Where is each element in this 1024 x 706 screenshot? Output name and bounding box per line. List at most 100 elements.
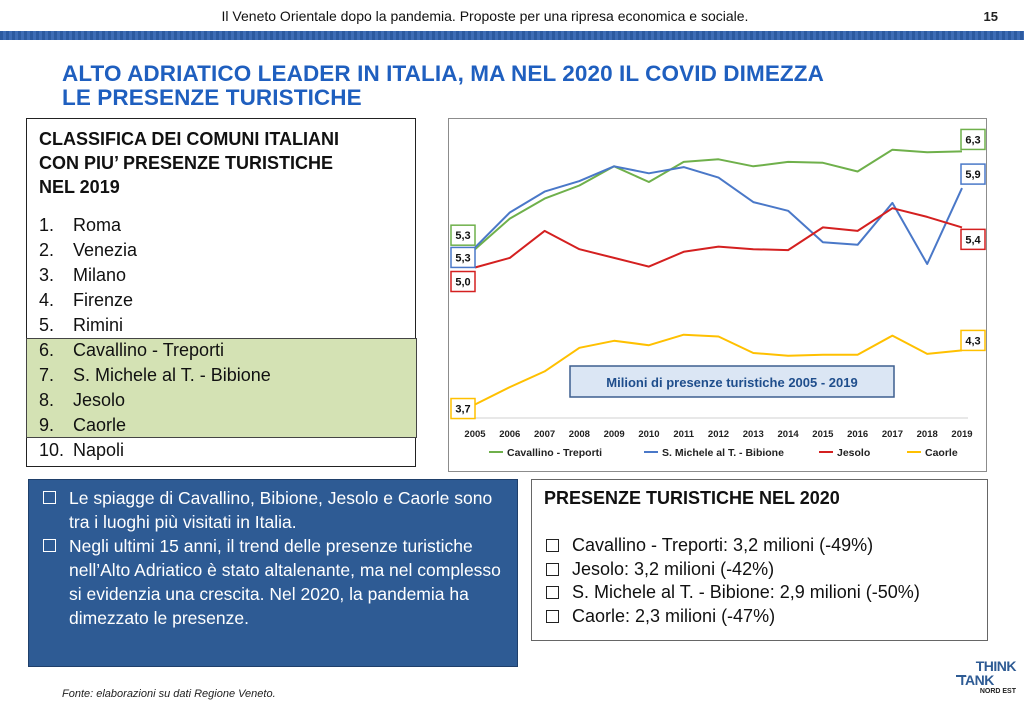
ranking-city: Napoli	[73, 440, 125, 460]
ranking-title-line-1: CLASSIFICA DEI COMUNI ITALIANI	[39, 129, 339, 149]
ranking-city: S. Michele al T. - Bibione	[73, 365, 271, 385]
data-label-box	[960, 228, 986, 251]
page-number: 15	[983, 9, 998, 24]
data-label: 4,3	[965, 335, 980, 347]
data-label: 5,9	[965, 169, 980, 181]
ranking-item: 1. Roma	[27, 213, 415, 238]
x-tick-label: 2013	[743, 429, 764, 440]
ranking-city: Venezia	[73, 240, 138, 260]
data-label-box	[960, 163, 986, 185]
checkbox-bullet-icon	[546, 586, 559, 599]
data-label-box	[450, 224, 476, 246]
slide-title-line-2: LE PRESENZE TURISTICHE	[62, 85, 362, 110]
highlight-item: Le spiagge di Cavallino, Bibione, Jesolo…	[41, 486, 511, 534]
presence-item: Cavallino - Treporti: 3,2 milioni (-49%)	[544, 534, 920, 558]
presence-text: Caorle: 2,3 milioni (-47%)	[572, 605, 776, 626]
data-label: 6,3	[965, 134, 980, 146]
slide-title: ALTO ADRIATICO LEADER IN ITALIA, MA NEL …	[62, 62, 992, 110]
series-line	[474, 333, 963, 406]
x-tick-label: 2011	[673, 429, 694, 440]
ranking-city: Roma	[73, 215, 122, 235]
ranking-number: 8.	[39, 390, 55, 410]
series-line	[474, 165, 963, 265]
checkbox-bullet-icon	[546, 562, 559, 576]
think-tank-logo: THINK TANK NORD EST	[954, 658, 1020, 702]
ranking-city: Cavallino - Treporti	[73, 340, 225, 360]
presence-item: Jesolo: 3,2 milioni (-42%)	[544, 558, 920, 582]
logo-think: THINK	[975, 658, 1017, 674]
source-note: Fonte: elaborazioni su dati Regione Vene…	[62, 688, 276, 700]
ranking-number: 4.	[39, 290, 55, 310]
checkbox-bullet-icon	[546, 609, 559, 623]
x-tick-label: 2017	[882, 429, 903, 440]
x-tick-label: 2015	[812, 429, 834, 440]
data-label-box	[960, 128, 986, 151]
highlight-text: Negli ultimi 15 anni, il trend delle pre…	[69, 536, 501, 628]
x-tick-label: 2019	[951, 429, 972, 440]
legend-label: S. Michele al T. - Bibione	[662, 447, 784, 459]
presence-2020-title: PRESENZE TURISTICHE NEL 2020	[544, 488, 840, 508]
x-tick-label: 2012	[708, 429, 729, 440]
ranking-number: 10.	[39, 440, 65, 460]
ranking-city: Jesolo	[73, 390, 126, 410]
highlight-item: Negli ultimi 15 anni, il trend delle pre…	[41, 534, 511, 630]
data-label: 5,4	[965, 234, 981, 246]
x-tick-label: 2014	[778, 429, 800, 440]
ranking-highlight-band	[26, 338, 417, 438]
ranking-number: 7.	[39, 365, 55, 385]
slide-title-line-1: ALTO ADRIATICO LEADER IN ITALIA, MA NEL …	[62, 61, 824, 86]
data-label-box	[450, 246, 476, 269]
presence-2020-list: Cavallino - Treporti: 3,2 milioni (-49%)…	[544, 534, 920, 628]
logo-nordest: NORD EST	[979, 688, 1016, 695]
presence-text: Cavallino - Treporti: 3,2 milioni (-49%)	[572, 535, 874, 555]
data-label: 3,7	[455, 404, 470, 416]
ranking-panel: CLASSIFICA DEI COMUNI ITALIANI CON PIU’ …	[26, 118, 417, 467]
chart-title: Milioni di presenze turistiche 2005 - 20…	[606, 375, 857, 390]
x-tick-label: 2005	[464, 429, 486, 440]
x-tick-label: 2016	[847, 429, 868, 440]
ranking-item: 9. Caorle	[27, 413, 415, 438]
ranking-number: 2.	[39, 240, 55, 260]
ranking-number: 9.	[39, 415, 55, 435]
x-tick-label: 2018	[917, 429, 938, 440]
ranking-item: 2. Venezia	[27, 238, 415, 263]
ranking-item: 6. Cavallino - Treporti	[27, 338, 415, 363]
checkbox-bullet-icon	[43, 491, 56, 504]
logo-bar	[956, 675, 966, 677]
presence-text: Jesolo: 3,2 milioni (-42%)	[572, 558, 775, 579]
checkbox-bullet-icon	[43, 539, 56, 552]
ranking-item: 5. Rimini	[27, 313, 415, 338]
legend-label: Jesolo	[837, 447, 870, 459]
ranking-item: 10. Napoli	[27, 438, 415, 463]
document-header: Il Veneto Orientale dopo la pandemia. Pr…	[221, 8, 749, 24]
x-tick-label: 2009	[604, 429, 625, 440]
series-line	[474, 207, 963, 269]
ranking-city: Firenze	[73, 290, 134, 310]
series-line	[474, 148, 963, 250]
ranking-number: 3.	[39, 265, 55, 285]
highlights-list: Le spiagge di Cavallino, Bibione, Jesolo…	[41, 486, 511, 630]
presence-item: S. Michele al T. - Bibione: 2,9 milioni …	[544, 581, 920, 605]
logo-tank: TANK	[958, 672, 994, 688]
ranking-number: 6.	[39, 340, 55, 360]
ranking-city: Caorle	[73, 415, 127, 435]
legend-label: Caorle	[925, 447, 958, 459]
x-tick-label: 2007	[534, 429, 555, 440]
ranking-title-line-3: NEL 2019	[39, 177, 120, 197]
chart-title-box	[569, 365, 895, 398]
ranking-title: CLASSIFICA DEI COMUNI ITALIANI CON PIU’ …	[39, 127, 339, 199]
highlights-panel: Le spiagge di Cavallino, Bibione, Jesolo…	[28, 479, 518, 667]
checkbox-bullet-icon	[546, 539, 559, 552]
data-label: 5,0	[455, 277, 470, 289]
x-tick-label: 2008	[569, 429, 590, 440]
data-label-box	[450, 270, 476, 293]
highlight-text: Le spiagge di Cavallino, Bibione, Jesolo…	[69, 488, 493, 532]
data-label-box	[450, 397, 476, 420]
ranking-city: Rimini	[73, 315, 124, 335]
ranking-city: Milano	[73, 265, 127, 285]
ranking-number: 5.	[39, 315, 55, 335]
data-label: 5,3	[455, 230, 470, 242]
header-divider	[0, 31, 1024, 40]
ranking-list: 1. Roma 2. Venezia 3. Milano 4. Firenze 5. Ri…	[27, 213, 415, 463]
data-label-box	[960, 329, 986, 352]
